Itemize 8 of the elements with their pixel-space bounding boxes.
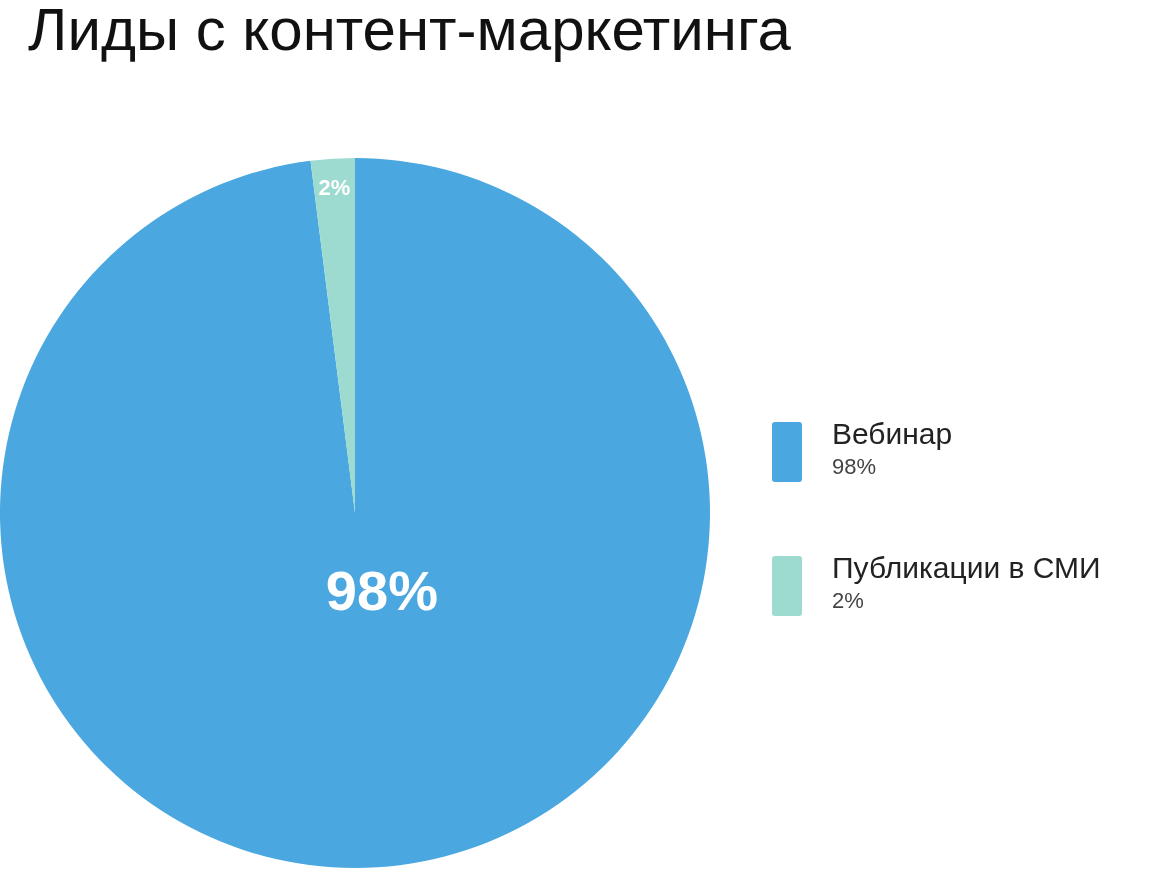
legend-label: Вебинар [832, 417, 953, 450]
legend-label: Публикации в СМИ [832, 551, 1101, 584]
chart-title: Лиды с контент-маркетинга [28, 0, 792, 63]
data-label: 2% [318, 174, 351, 200]
text: 98% [832, 454, 877, 479]
data-label: 98% [325, 559, 438, 623]
text: 2% [832, 588, 864, 613]
pie-slice [0, 158, 710, 868]
